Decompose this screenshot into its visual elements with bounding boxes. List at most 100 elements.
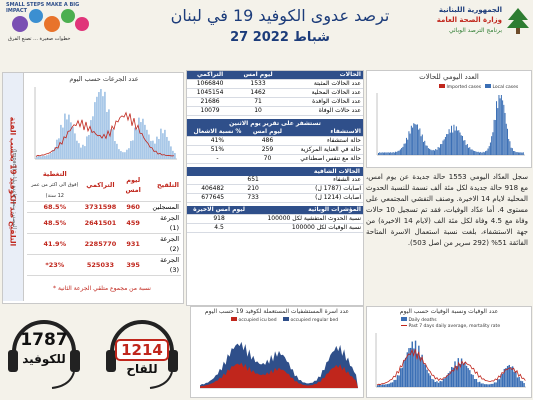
case-bar: [488, 146, 490, 155]
legend-swatch: [439, 84, 445, 88]
case-bar: [437, 147, 439, 155]
death-bar: [388, 383, 390, 387]
death-bar: [401, 367, 404, 387]
legend-swatch: [401, 325, 407, 326]
dose-bar: [64, 113, 66, 159]
dose-bar: [112, 129, 114, 159]
case-bar: [510, 147, 512, 155]
death-bar: [464, 362, 466, 387]
death-bar: [380, 385, 382, 387]
vax-col-label: التلقيح: [148, 169, 181, 202]
vax-col-coverage-label: التغطية: [42, 170, 67, 178]
death-bar: [495, 382, 497, 387]
case-bar: [396, 151, 398, 155]
deaths-chart: [375, 333, 526, 388]
case-bar: [487, 148, 489, 155]
case-bar: [405, 137, 407, 155]
cases-row-label: عدد حالات الوفاة: [282, 106, 363, 116]
cases-col-label: الحالات: [282, 71, 363, 80]
table-row: نسبة الوفيات لكل 100000 4.5: [187, 223, 363, 233]
dose-bar: [100, 89, 102, 159]
cases-row-label: عدد الحالات المثبتة: [282, 79, 363, 89]
death-bar: [423, 362, 425, 387]
ind-col-value: ليوم امس الاخيرة: [187, 206, 252, 215]
death-bar: [449, 371, 451, 387]
dose-bar: [88, 134, 90, 159]
dose-bar: [136, 129, 138, 159]
hosp-row-pct: 41%: [187, 136, 248, 146]
rec-row-label: عدد الشفاء: [267, 176, 363, 185]
case-bar: [505, 123, 507, 155]
dose-bar: [62, 127, 64, 159]
case-bar: [478, 152, 480, 155]
beds-legend2: occupied regular bed: [283, 317, 338, 323]
deaths-legend2: Past 7 days daily average, mortality rat…: [401, 324, 500, 329]
rec-row-cum: 406482: [187, 184, 239, 194]
case-bar: [455, 126, 457, 155]
beds-title: عدد اسرة المستشفيات المستعملة لكوفيد 19 …: [204, 308, 350, 315]
case-bar: [381, 152, 383, 155]
case-bar: [464, 140, 466, 155]
case-bar: [483, 152, 485, 155]
vax-col-coverage: التغطية (فوق الى اكثر من عمر 12 سنة): [27, 169, 83, 202]
dose-bar: [148, 134, 150, 159]
death-bar: [424, 364, 427, 387]
case-bar: [380, 152, 382, 155]
case-bar: [418, 129, 420, 155]
dose-bar: [92, 116, 94, 159]
death-bar: [493, 382, 496, 387]
case-bar: [485, 151, 487, 155]
case-bar: [419, 128, 421, 155]
death-bar: [431, 378, 433, 387]
case-bar: [475, 151, 477, 155]
death-bar: [506, 365, 509, 387]
dose-bar: [138, 117, 140, 159]
death-bar: [400, 368, 402, 387]
table-row: اصابات (1214 ل) 733 677645: [187, 193, 363, 203]
legend-label: occupied regular bed: [290, 318, 339, 323]
case-bar: [493, 119, 495, 155]
table-row: الجرعة (3) 395 525033 23%*: [27, 254, 181, 276]
daily-cases-legend2: Local cases: [485, 84, 518, 90]
death-bar: [454, 361, 456, 387]
death-bar: [391, 382, 394, 387]
dose-bar: [40, 156, 42, 159]
deaths-legend1: Daily deaths: [401, 317, 437, 323]
death-bar: [426, 369, 428, 387]
death-bar: [497, 379, 499, 387]
table-row: حالة في العناية المركزية 259 51%: [187, 145, 363, 155]
death-bar: [414, 340, 417, 387]
ind-row-label: نسبة الوفيات لكل 100000: [251, 223, 363, 233]
campaign-line1: SMALL STEPS MAKE A BIG IMPACT: [6, 2, 80, 14]
case-bar: [486, 150, 488, 155]
case-bar: [430, 149, 432, 155]
case-bar: [515, 152, 517, 155]
vaccination-table: التلقيح ليوم امس التراكمي التغطية (فوق ال…: [27, 169, 181, 276]
death-bar: [419, 357, 422, 387]
dose-bar: [70, 122, 72, 159]
vax-row-cov: 68.5%: [27, 201, 83, 213]
dose-bar: [118, 149, 120, 159]
vax-col-coverage-sub: (فوق الى اكثر من عمر 12 سنة): [31, 182, 79, 199]
case-bar: [392, 152, 394, 155]
death-bar: [395, 379, 397, 387]
death-bar: [520, 380, 522, 387]
death-bar: [492, 383, 494, 387]
rec-row-cum: [187, 176, 239, 185]
case-bar: [497, 108, 499, 155]
case-bar: [404, 143, 406, 155]
dose-bar: [116, 143, 118, 159]
case-bar: [407, 139, 409, 155]
dose-bar: [68, 114, 70, 159]
death-bar: [485, 384, 487, 387]
dose-bar: [72, 127, 74, 159]
headset-icon: [8, 320, 80, 389]
case-bar: [384, 152, 386, 155]
case-bar: [513, 151, 515, 155]
dose-bar: [132, 140, 134, 159]
death-bar: [447, 373, 450, 387]
dose-bar: [128, 148, 130, 159]
vax-row-cov: 23%*: [27, 254, 83, 276]
hosp-col-pct: % نسبة الاشغال: [187, 128, 248, 137]
case-bar: [457, 130, 459, 155]
